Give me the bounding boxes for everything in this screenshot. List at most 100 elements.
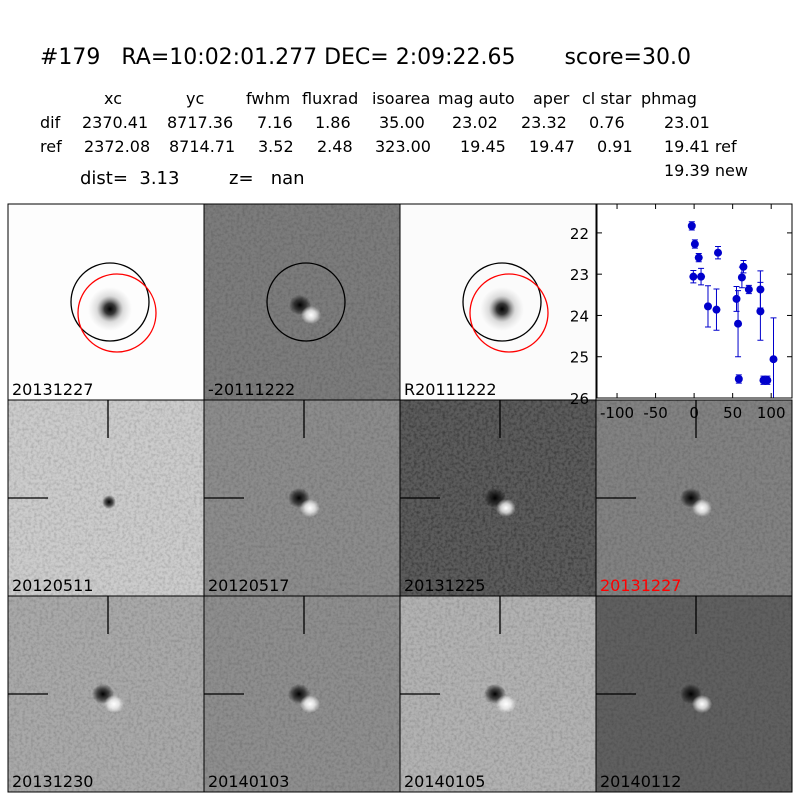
source-positive (300, 499, 320, 517)
y-tick-label: 22 (570, 225, 589, 243)
y-tick-label: 25 (570, 349, 589, 367)
aperture-red (469, 273, 549, 353)
point (690, 240, 699, 249)
dist: dist= 3.13 (80, 168, 179, 189)
panel-label: 20140112 (600, 772, 681, 791)
image-panel: 20140112 (595, 595, 793, 793)
cell: 23.02 (452, 113, 498, 132)
cell: 2372.08 (84, 137, 150, 156)
panel-label: -20111222 (208, 380, 295, 399)
cell: 7.16 (257, 113, 293, 132)
cell: 8714.71 (169, 137, 235, 156)
source-positive (692, 695, 712, 713)
source (88, 287, 132, 331)
panel-border (595, 595, 793, 793)
column-header: mag auto (438, 89, 515, 108)
source-positive (692, 499, 712, 517)
panel-label: 20140105 (404, 772, 485, 791)
column-header: xc (104, 89, 122, 108)
point (687, 221, 696, 230)
cell: 19.45 (460, 137, 506, 156)
panel-label: 20120511 (12, 576, 93, 595)
source-positive (301, 306, 321, 324)
point (712, 305, 721, 314)
column-header: isoarea (372, 89, 430, 108)
column-header: fluxrad (302, 89, 358, 108)
plot-area (687, 221, 778, 398)
point (734, 319, 743, 328)
image-panel: 20120517 (203, 399, 401, 597)
panel-label: 20131225 (404, 576, 485, 595)
panel-label: 20131227 (12, 380, 93, 399)
point (739, 262, 748, 271)
source-positive (300, 695, 320, 713)
column-header: fwhm (246, 89, 290, 108)
point (744, 285, 753, 294)
cell: 1.86 (315, 113, 351, 132)
cell: 8717.36 (167, 113, 233, 132)
cell: 323.00 (375, 137, 431, 156)
panel-label: R20111222 (404, 380, 497, 399)
source-positive (496, 499, 516, 517)
cell: 23.01 (664, 113, 710, 132)
source (480, 287, 524, 331)
image-panel: R20111222 (399, 203, 597, 401)
point (756, 307, 765, 316)
image-panel: 20131227 (7, 203, 205, 401)
image-panel: 20120511 (7, 399, 205, 597)
y-tick-label: 24 (570, 307, 589, 325)
x-tick-label: 100 (757, 404, 786, 422)
cell: 0.91 (597, 137, 633, 156)
point (714, 248, 723, 257)
column-header: phmag (641, 89, 697, 108)
chart-background (597, 204, 792, 398)
column-header: yc (186, 89, 204, 108)
panel-label: 20131230 (12, 772, 93, 791)
chart-frame (596, 203, 793, 399)
aperture (266, 262, 346, 342)
x-tick-label: -50 (643, 404, 668, 422)
panel-label: 20140103 (208, 772, 289, 791)
panel-label: 20131227 (600, 576, 681, 595)
title: #179 RA=10:02:01.277 DEC= 2:09:22.65 sco… (40, 45, 691, 70)
point (734, 375, 743, 384)
source (102, 495, 116, 509)
cell: 19.47 (529, 137, 575, 156)
aperture-red (77, 273, 157, 353)
y-tick-label: 23 (570, 266, 589, 284)
point (737, 273, 746, 282)
point (697, 272, 706, 281)
phmag-new: 19.39 new (664, 161, 748, 180)
source-positive (496, 695, 516, 713)
aperture (70, 262, 150, 342)
point (763, 376, 772, 385)
row-label: ref (40, 137, 62, 156)
image-panel: -20111222 (203, 203, 401, 401)
point (732, 294, 741, 303)
column-header: aper (533, 89, 570, 108)
point (694, 253, 703, 262)
cell: 3.52 (258, 137, 294, 156)
cell: 0.76 (589, 113, 625, 132)
point (689, 272, 698, 281)
cell: 35.00 (379, 113, 425, 132)
cell: 2370.41 (82, 113, 148, 132)
y-tick-label: 26 (570, 390, 589, 408)
point (703, 302, 712, 311)
image-panel: 20131230 (7, 595, 205, 793)
panel-label: 20120517 (208, 576, 289, 595)
x-tick-label: -100 (600, 404, 634, 422)
point (769, 355, 778, 364)
image-panel: 20131225 (399, 399, 597, 597)
cell: 19.41 ref (664, 137, 737, 156)
source-positive (104, 695, 124, 713)
x-tick-label: 50 (723, 404, 742, 422)
aperture (462, 262, 542, 342)
image-panel: 20140103 (203, 595, 401, 793)
cell: 23.32 (521, 113, 567, 132)
x-tick-label: 0 (689, 404, 699, 422)
image-panel: 20131227 (595, 399, 793, 597)
column-header: cl star (582, 89, 632, 108)
z: z= nan (229, 168, 305, 189)
